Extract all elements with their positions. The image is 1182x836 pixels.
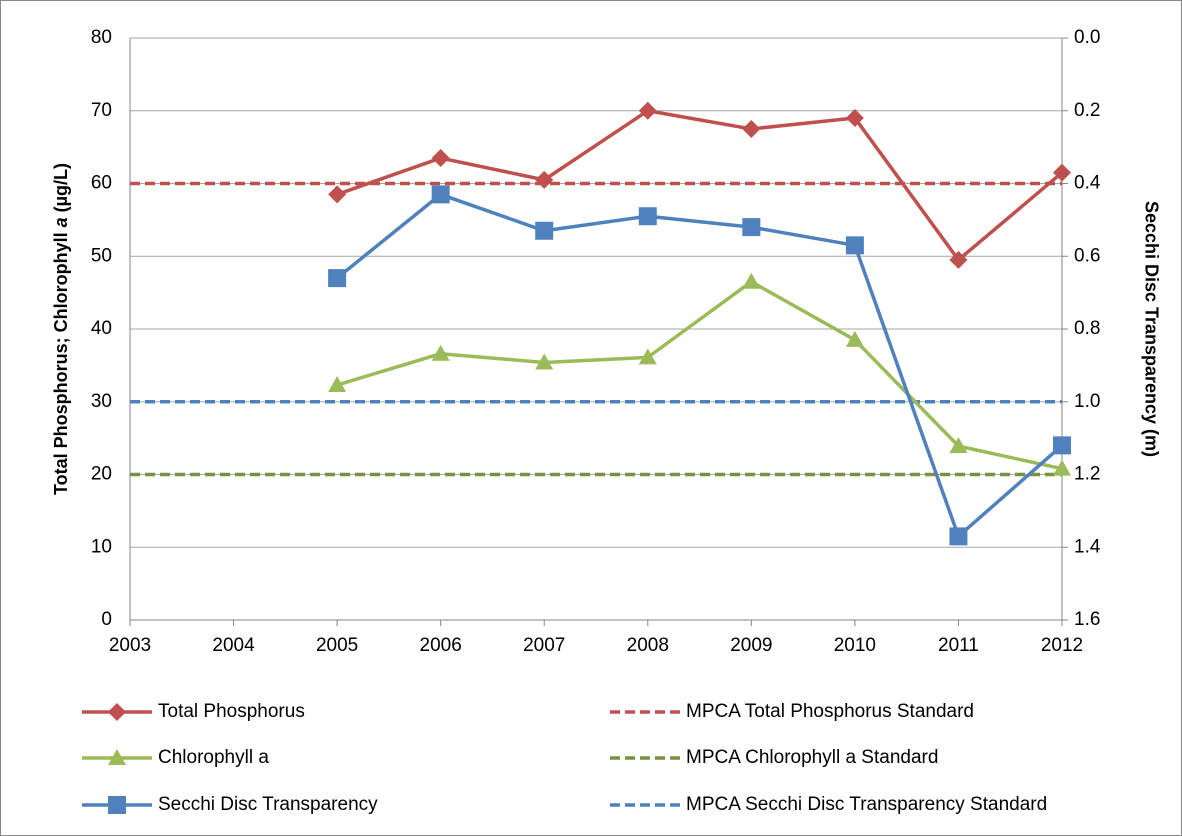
y-tick-label: 20 xyxy=(91,464,112,485)
y2-tick-label: 0.6 xyxy=(1074,245,1100,266)
point xyxy=(845,330,864,347)
point xyxy=(638,348,657,365)
point xyxy=(535,170,554,189)
point xyxy=(328,376,347,393)
x-tick-label: 2004 xyxy=(212,635,255,656)
point xyxy=(431,149,450,168)
x-tick-label: 2007 xyxy=(523,635,565,656)
x-tick-label: 2005 xyxy=(316,635,358,656)
point xyxy=(949,437,968,454)
point xyxy=(535,221,554,240)
point xyxy=(742,218,761,237)
y2-tick-label: 0.0 xyxy=(1074,27,1100,48)
y2-tick-label: 1.4 xyxy=(1074,536,1101,557)
y-label-part: (µg/L) xyxy=(51,163,71,217)
legend-label: MPCA Total Phosphorus Standard xyxy=(686,701,974,722)
y2-tick-label: 0.2 xyxy=(1074,100,1100,121)
y2-tick-label: 1.0 xyxy=(1074,391,1100,412)
point xyxy=(535,353,554,370)
legend-label: MPCA Secchi Disc Transparency Standard xyxy=(686,794,1047,815)
legend-label: MPCA Chlorophyll a Standard xyxy=(686,747,938,768)
y-label-part: Total Phosphorus; Chlorophyll xyxy=(51,227,71,495)
series-line xyxy=(336,109,1064,262)
point xyxy=(431,185,450,204)
point xyxy=(1053,163,1071,182)
x-tick-label: 2003 xyxy=(109,635,151,656)
point xyxy=(638,101,657,120)
y2-tick-label: 0.4 xyxy=(1074,173,1101,194)
x-tick-label: 2012 xyxy=(1041,635,1083,656)
point xyxy=(638,207,657,226)
y-label-part: a xyxy=(51,217,71,227)
point xyxy=(328,185,347,204)
legend-marker xyxy=(108,749,126,765)
x-tick-label: 2006 xyxy=(420,635,462,656)
y-axis-label: Total Phosphorus; Chlorophyll a (µg/L) xyxy=(51,163,71,495)
series-line xyxy=(336,279,1063,471)
y2-tick-label: 1.6 xyxy=(1074,609,1100,630)
legend-marker xyxy=(108,796,126,814)
point xyxy=(742,272,761,289)
point xyxy=(949,250,968,269)
y-tick-label: 80 xyxy=(91,27,112,48)
point xyxy=(431,344,450,361)
legend-label: Total Phosphorus xyxy=(158,701,305,722)
x-tick-label: 2009 xyxy=(730,635,772,656)
y2-tick-label: 0.8 xyxy=(1074,318,1100,339)
y-tick-label: 0 xyxy=(101,609,112,630)
point xyxy=(845,109,864,128)
series-line xyxy=(336,192,1064,539)
point xyxy=(1053,436,1071,455)
point xyxy=(949,527,968,546)
y-tick-label: 60 xyxy=(91,173,112,194)
y-tick-label: 50 xyxy=(91,245,112,266)
y-tick-label: 70 xyxy=(91,100,112,121)
y2-tick-label: 1.2 xyxy=(1074,464,1100,485)
y-tick-label: 40 xyxy=(91,318,112,339)
y-tick-label: 30 xyxy=(91,391,112,412)
legend-label: Secchi Disc Transparency xyxy=(158,794,378,815)
x-tick-label: 2011 xyxy=(938,635,979,656)
legend-label: Chlorophyll a xyxy=(158,747,269,768)
point xyxy=(742,119,761,138)
point xyxy=(1053,459,1071,476)
legend-marker xyxy=(108,703,126,721)
x-tick-label: 2008 xyxy=(627,635,669,656)
point xyxy=(845,236,864,255)
x-tick-label: 2010 xyxy=(834,635,876,656)
y-tick-label: 10 xyxy=(91,536,112,557)
point xyxy=(328,269,347,288)
y2-axis-label: Secchi Disc Transparency (m) xyxy=(1141,201,1161,457)
